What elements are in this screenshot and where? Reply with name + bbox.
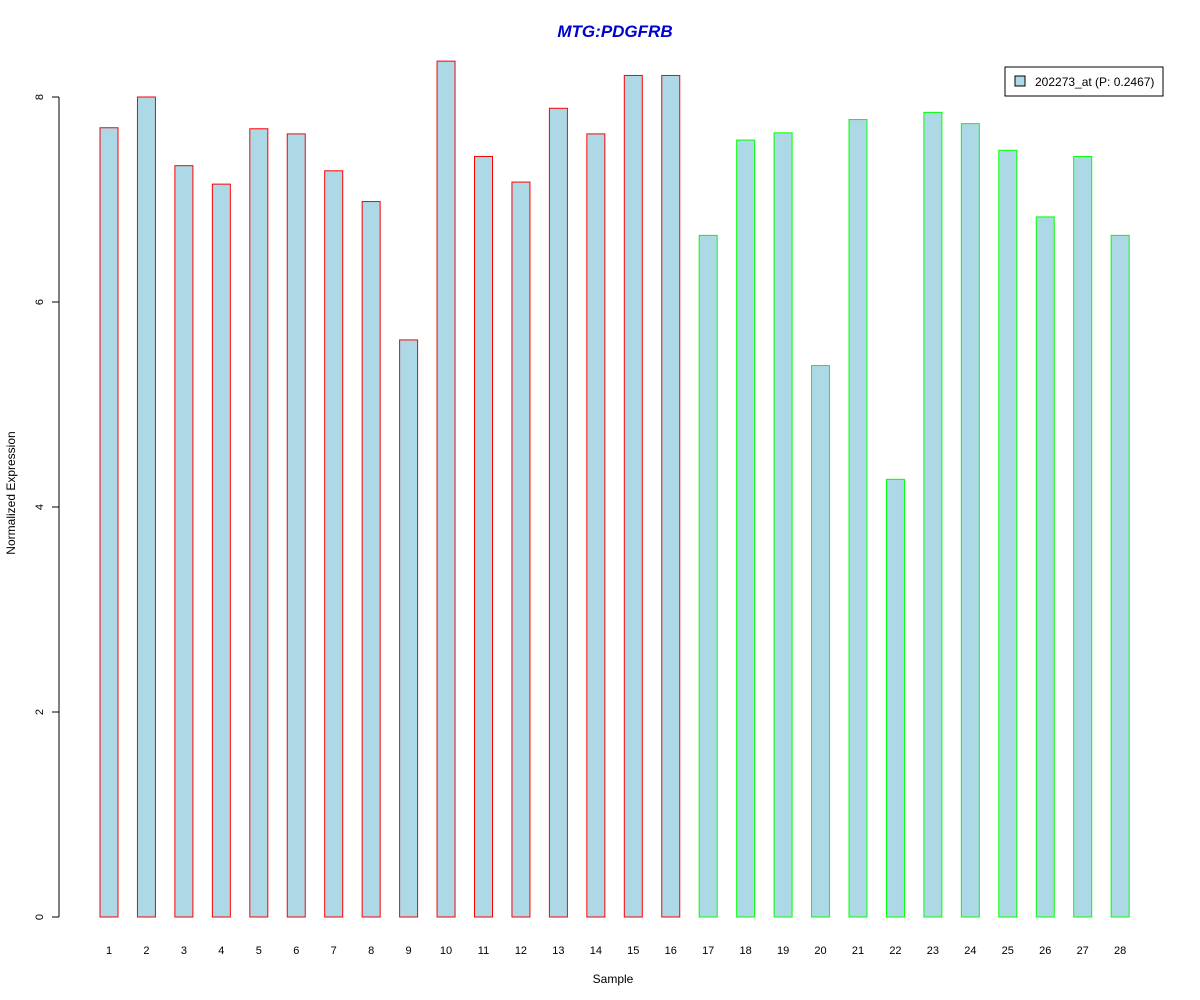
x-tick-labels: 1 2 3 4 5 6 7 8 9 10 11 12 13 14 15 16 17 18 19 20 21 22 23 24 2… (106, 945, 1126, 957)
legend: 202273_at (P: 0.2467) (1004, 66, 1164, 97)
bar-sample-22 (885, 478, 905, 918)
y-tick-label: 8 (34, 94, 46, 100)
bar-sample-8 (361, 201, 381, 918)
bar-sample-11 (474, 155, 493, 918)
x-tick-label-21: 21 (852, 945, 864, 957)
x-tick-label-18: 18 (740, 945, 752, 957)
bar-sample-9 (399, 339, 419, 918)
bar-sample-27 (1073, 155, 1093, 918)
chart-title: MTG:PDGFRB (557, 22, 672, 41)
bar-sample-13 (548, 107, 568, 918)
x-tick-label-1: 1 (106, 945, 112, 957)
bar-sample-25 (998, 149, 1018, 918)
x-tick-label-14: 14 (590, 945, 602, 957)
y-tick-label: 6 (34, 299, 46, 305)
bar-sample-24 (960, 123, 980, 918)
x-tick-label-10: 10 (440, 945, 452, 957)
bar-sample-26 (1035, 216, 1055, 918)
y-axis: 0 2 4 6 8 (34, 94, 60, 920)
x-tick-label-26: 26 (1039, 945, 1051, 957)
bar-sample-1 (99, 127, 119, 918)
x-tick-label-16: 16 (665, 945, 677, 957)
x-tick-label-28: 28 (1114, 945, 1126, 957)
y-tick-label: 4 (34, 504, 46, 510)
x-tick-label-4: 4 (218, 945, 224, 957)
x-tick-label-2: 2 (143, 945, 149, 957)
y-axis-title: Normalized Expression (4, 431, 18, 554)
bar-sample-15 (623, 74, 643, 918)
legend-box (1004, 66, 1164, 97)
bar-sample-5 (249, 128, 269, 918)
bar-sample-12 (511, 181, 531, 918)
x-tick-label-15: 15 (627, 945, 639, 957)
bar-sample-23 (923, 111, 943, 918)
x-tick-label-11: 11 (478, 945, 489, 957)
bar-sample-21 (848, 119, 868, 918)
bars-group (99, 60, 1130, 918)
x-tick-label-8: 8 (368, 945, 374, 957)
bar-sample-18 (736, 139, 756, 918)
bar-sample-16 (661, 74, 681, 918)
x-tick-label-9: 9 (406, 945, 412, 957)
bar-sample-4 (211, 183, 231, 918)
bar-sample-6 (286, 133, 306, 918)
x-tick-label-17: 17 (702, 945, 714, 957)
bar-sample-28 (1110, 234, 1130, 918)
x-tick-label-22: 22 (889, 945, 901, 957)
bar-sample-17 (698, 234, 718, 918)
x-tick-label-24: 24 (964, 945, 976, 957)
x-tick-label-3: 3 (181, 945, 187, 957)
bar-sample-2 (136, 96, 156, 918)
x-axis-title: Sample (593, 972, 634, 986)
bar-sample-19 (773, 132, 793, 918)
x-tick-label-12: 12 (515, 945, 527, 957)
y-tick-label: 0 (34, 914, 46, 920)
legend-label: 202273_at (P: 0.2467) (1035, 75, 1154, 89)
x-tick-label-23: 23 (927, 945, 939, 957)
bar-sample-20 (811, 365, 831, 918)
bar-sample-14 (586, 133, 606, 918)
x-tick-label-7: 7 (331, 945, 337, 957)
x-tick-label-19: 19 (777, 945, 789, 957)
y-tick-label: 2 (34, 709, 46, 715)
x-tick-label-5: 5 (256, 945, 262, 957)
bar-sample-10 (436, 60, 456, 918)
legend-swatch (1014, 75, 1026, 87)
x-tick-label-25: 25 (1002, 945, 1014, 957)
bar-sample-7 (324, 170, 344, 918)
x-tick-label-27: 27 (1077, 945, 1089, 957)
x-tick-label-13: 13 (552, 945, 564, 957)
bar-sample-3 (174, 165, 194, 918)
x-tick-label-20: 20 (814, 945, 826, 957)
x-tick-label-6: 6 (293, 945, 299, 957)
